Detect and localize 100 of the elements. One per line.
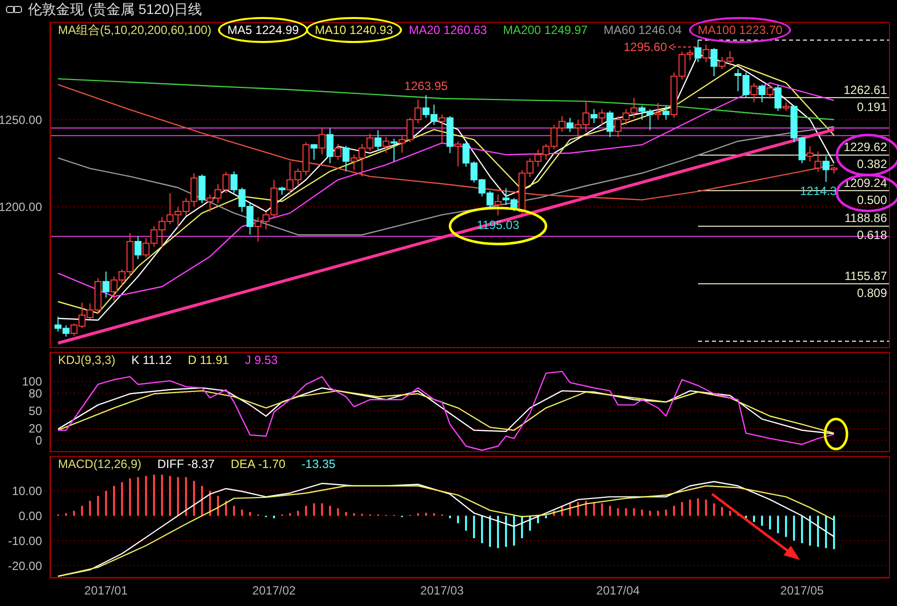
candlestick <box>198 174 206 204</box>
bar <box>721 507 723 516</box>
bar <box>105 490 107 516</box>
candlestick <box>590 108 598 124</box>
bar <box>329 506 331 516</box>
bar <box>601 503 603 516</box>
bar <box>233 506 235 516</box>
candlestick <box>598 108 606 126</box>
series-label: K 11.12 <box>131 353 172 367</box>
candlestick <box>342 145 350 172</box>
bar <box>353 513 355 516</box>
bar <box>825 516 827 548</box>
bar <box>433 513 435 516</box>
line-series <box>57 126 835 236</box>
candlestick <box>662 105 670 120</box>
bar <box>633 508 635 516</box>
bar <box>577 502 579 516</box>
bar <box>785 516 787 537</box>
bar <box>305 506 307 516</box>
bar <box>225 500 227 516</box>
text: MA100 1223.70 <box>698 23 782 37</box>
y-tick-label: 10.00 <box>12 484 42 498</box>
bar <box>145 476 147 516</box>
annotation: 0.809 <box>856 286 887 300</box>
bar <box>705 500 707 516</box>
bar <box>505 516 507 547</box>
annotation: 0.191 <box>856 100 887 114</box>
bar <box>697 498 699 516</box>
text: DEA -1.70 <box>230 457 286 471</box>
candlestick <box>494 194 502 216</box>
y-tick-label: -10.00 <box>8 534 42 548</box>
bar <box>833 516 835 550</box>
bar <box>513 516 515 546</box>
line-series <box>57 78 835 120</box>
bar <box>73 510 75 516</box>
bar <box>817 516 819 547</box>
bar <box>641 510 643 516</box>
candlestick <box>318 127 326 155</box>
x-tick-label: 2017/02 <box>252 584 296 598</box>
bar <box>497 516 499 548</box>
bar <box>201 486 203 516</box>
text: MA20 1260.63 <box>408 23 487 37</box>
y-tick-label: 100 <box>22 374 42 389</box>
candlestick <box>454 140 462 167</box>
x-tick-label: 2017/04 <box>596 584 640 598</box>
candlestick <box>654 102 662 120</box>
bar <box>713 503 715 516</box>
ref-line-label: 1155.87 <box>844 268 887 283</box>
bar <box>113 486 115 516</box>
candlestick <box>374 130 382 152</box>
candlestick <box>382 136 390 154</box>
ref-line-label: 1209.24 <box>844 176 887 190</box>
bar <box>665 510 667 516</box>
text: D 11.91 <box>188 353 229 367</box>
annotation: 0.382 <box>856 157 887 172</box>
chart-title: 伦敦金现 (贵金属 5120)日线 <box>28 1 202 19</box>
bar <box>337 508 339 516</box>
text: MA200 1249.97 <box>502 23 588 37</box>
ref-line-label: 1262.61 <box>844 82 887 97</box>
bar <box>297 510 299 516</box>
y-tick-label: 0 <box>35 433 42 448</box>
bar <box>593 502 595 516</box>
candlestick <box>390 138 398 162</box>
annotation: 0.500 <box>856 192 887 207</box>
bar <box>81 506 83 516</box>
bar <box>177 477 179 516</box>
bar <box>657 510 659 516</box>
annotation: 1295.60 <box>624 40 667 54</box>
candlestick <box>334 144 342 160</box>
bar <box>137 477 139 516</box>
bar <box>729 510 731 516</box>
candlestick <box>606 110 614 138</box>
text: -13.35 <box>301 457 336 471</box>
bar <box>289 513 291 516</box>
x-tick-label: 2017/01 <box>84 584 128 598</box>
bar <box>617 508 619 516</box>
y-tick-label: -20.00 <box>8 558 42 573</box>
text: MA10 1240.93 <box>314 23 393 37</box>
candlestick <box>134 236 142 260</box>
ref-line-label: 1188.86 <box>844 211 887 226</box>
bar <box>417 513 419 516</box>
bar <box>625 508 627 516</box>
legend-title: KDJ(9,3,3) <box>58 353 116 367</box>
bar <box>313 503 315 516</box>
bar <box>465 516 467 531</box>
candlestick <box>566 117 574 132</box>
candlestick <box>766 84 774 100</box>
bar <box>753 516 755 522</box>
y-tick-label: 20 <box>28 422 42 436</box>
bar <box>321 503 323 516</box>
bar <box>121 482 123 516</box>
series-label: DIFF -8.37 <box>157 457 215 471</box>
x-tick-label: 2017/03 <box>420 584 464 598</box>
bar <box>249 512 251 516</box>
bar <box>673 506 675 516</box>
x-tick-label: 2017/05 <box>780 584 824 598</box>
candlestick <box>694 40 702 63</box>
candlestick <box>326 128 334 164</box>
bar <box>473 516 475 538</box>
candlestick <box>774 84 782 112</box>
